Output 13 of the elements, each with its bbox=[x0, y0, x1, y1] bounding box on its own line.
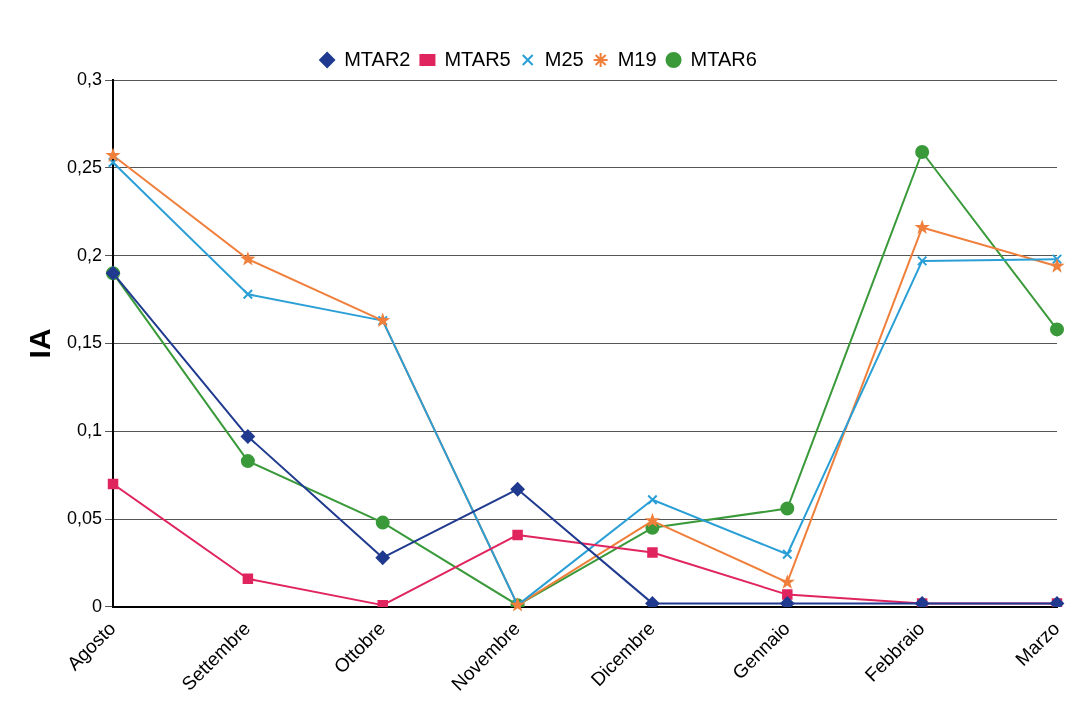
legend-label: M25 bbox=[544, 47, 584, 70]
y-tick-label: 0,15 bbox=[66, 332, 103, 353]
legend-label: MTAR6 bbox=[690, 47, 757, 70]
y-tick-label: 0,2 bbox=[77, 244, 103, 265]
y-tick-label: 0,25 bbox=[66, 156, 103, 177]
legend-label: M19 bbox=[617, 47, 657, 70]
legend-label: MTAR2 bbox=[344, 47, 411, 70]
legend-label: MTAR5 bbox=[444, 47, 511, 70]
y-axis-title: IA bbox=[23, 328, 57, 359]
y-tick-label: 0,3 bbox=[77, 68, 103, 89]
y-tick-label: 0,1 bbox=[77, 420, 103, 441]
y-tick-label: 0,05 bbox=[66, 508, 103, 529]
y-tick-label: 0 bbox=[92, 595, 103, 616]
